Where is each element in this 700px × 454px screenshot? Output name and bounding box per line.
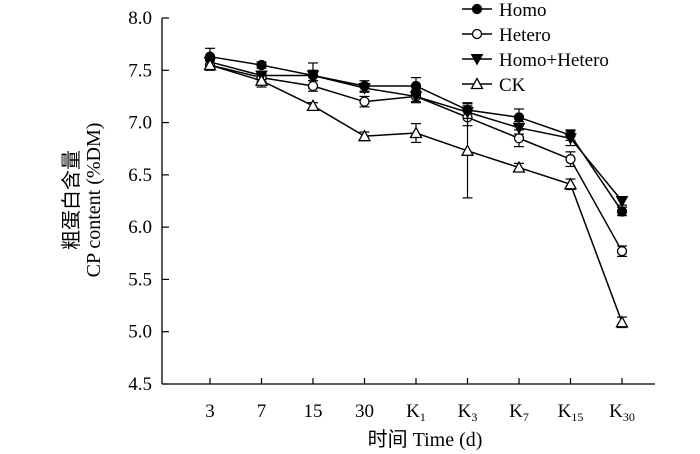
y-tick-label: 7.5 [128, 60, 152, 81]
y-axis-title: CP content (%DM) [83, 123, 105, 278]
x-tick-label-main: K [406, 401, 420, 422]
legend-label: Hetero [499, 25, 551, 46]
legend-label: Homo [499, 0, 547, 21]
x-tick-label-main: K [509, 401, 523, 422]
y-axis-title-cn: 粗蛋白含量 [60, 150, 83, 250]
legend-label: Homo+Hetero [499, 50, 609, 71]
x-tick-label: 15 [304, 401, 323, 422]
x-tick-label: K15 [558, 401, 584, 424]
x-tick-label-main: 3 [205, 401, 215, 422]
data-point [306, 98, 320, 111]
legend: Homo Hetero Homo+Hetero CK [462, 0, 609, 96]
data-point [513, 112, 525, 123]
legend-marker [470, 54, 484, 66]
x-tick-label-sub: 30 [623, 410, 635, 424]
data-point [615, 196, 629, 208]
data-point [563, 177, 578, 190]
data-point [203, 58, 217, 71]
legend-marker [471, 28, 483, 40]
x-tick-label-main: 15 [304, 401, 323, 422]
x-tick-label-main: 30 [355, 401, 374, 422]
x-tick-label: K30 [609, 401, 635, 424]
x-tick-label: K3 [458, 401, 478, 424]
x-tick-label: 3 [205, 401, 215, 422]
data-point [254, 73, 269, 86]
data-point [616, 246, 628, 257]
x-tick-label-sub: 7 [523, 410, 529, 424]
data-point [512, 160, 526, 173]
legend-item: Homo [462, 0, 547, 21]
data-point [513, 133, 525, 144]
y-tick-label: 5.5 [128, 269, 152, 290]
data-point [358, 83, 371, 95]
data-point [564, 133, 577, 145]
data-point [409, 126, 423, 139]
x-tick-label: 7 [257, 401, 267, 422]
data-point [460, 143, 475, 156]
y-tick-label: 6.5 [128, 165, 152, 186]
x-axis-title-cn: 时间 [368, 428, 408, 451]
data-point [359, 96, 370, 107]
y-tick-label: 5.0 [128, 322, 152, 343]
series-line [209, 64, 623, 323]
x-axis-title-en: Time (d) [413, 429, 483, 451]
series-ck [203, 58, 629, 329]
y-tick-label: 6.0 [128, 217, 152, 238]
x-tick-label-sub: 1 [420, 410, 426, 424]
legend-label: CK [499, 75, 526, 96]
data-point [565, 154, 576, 165]
data-point [306, 70, 320, 83]
x-tick-label-main: K [609, 401, 623, 422]
data-point [410, 80, 422, 92]
x-tick-label: 30 [355, 401, 374, 422]
legend-item: Homo+Hetero [462, 50, 609, 71]
series-layer [203, 47, 629, 329]
x-axis-title: 时间 Time (d) [368, 428, 483, 451]
x-tick-label-sub: 3 [471, 410, 477, 424]
data-point [409, 91, 423, 103]
data-point [307, 80, 319, 92]
y-tick-label: 8.0 [128, 8, 152, 29]
y-tick-label: 4.5 [128, 374, 152, 395]
x-tick-label: K7 [509, 401, 529, 424]
data-point [615, 315, 629, 328]
data-point [616, 206, 628, 217]
x-tick-label: K1 [406, 401, 426, 424]
data-point [357, 129, 372, 142]
data-point [512, 122, 526, 135]
legend-marker [470, 77, 484, 90]
legend-item: CK [462, 75, 526, 96]
data-point [256, 59, 267, 71]
x-tick-label-main: 7 [257, 401, 267, 422]
x-tick-label-sub: 15 [571, 410, 583, 424]
legend-item: Hetero [462, 25, 551, 46]
axes: 4.55.05.56.06.57.07.58.03 7 15 30 K1 K3 K7 K15 K… [128, 8, 655, 424]
legend-marker [471, 3, 483, 15]
y-tick-label: 7.0 [128, 113, 152, 134]
x-tick-label-main: K [558, 401, 572, 422]
x-tick-label-main: K [458, 401, 472, 422]
